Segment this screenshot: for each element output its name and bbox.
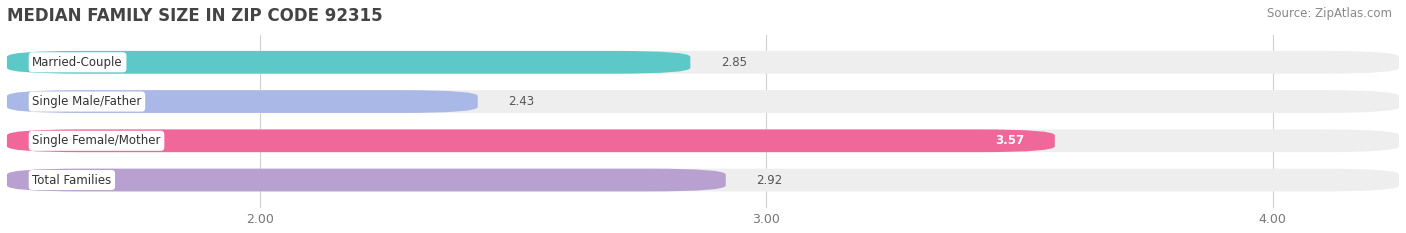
FancyBboxPatch shape: [7, 51, 1399, 74]
Text: Married-Couple: Married-Couple: [32, 56, 122, 69]
FancyBboxPatch shape: [7, 129, 1399, 152]
FancyBboxPatch shape: [7, 169, 1399, 192]
FancyBboxPatch shape: [7, 129, 1054, 152]
Text: Source: ZipAtlas.com: Source: ZipAtlas.com: [1267, 7, 1392, 20]
Text: Single Male/Father: Single Male/Father: [32, 95, 142, 108]
FancyBboxPatch shape: [7, 51, 690, 74]
FancyBboxPatch shape: [7, 90, 1399, 113]
Text: 2.85: 2.85: [721, 56, 747, 69]
Text: 2.43: 2.43: [508, 95, 534, 108]
Text: MEDIAN FAMILY SIZE IN ZIP CODE 92315: MEDIAN FAMILY SIZE IN ZIP CODE 92315: [7, 7, 382, 25]
FancyBboxPatch shape: [7, 90, 478, 113]
Text: Total Families: Total Families: [32, 174, 111, 187]
Text: Single Female/Mother: Single Female/Mother: [32, 134, 160, 147]
Text: 3.57: 3.57: [995, 134, 1025, 147]
Text: 2.92: 2.92: [756, 174, 782, 187]
FancyBboxPatch shape: [7, 169, 725, 192]
